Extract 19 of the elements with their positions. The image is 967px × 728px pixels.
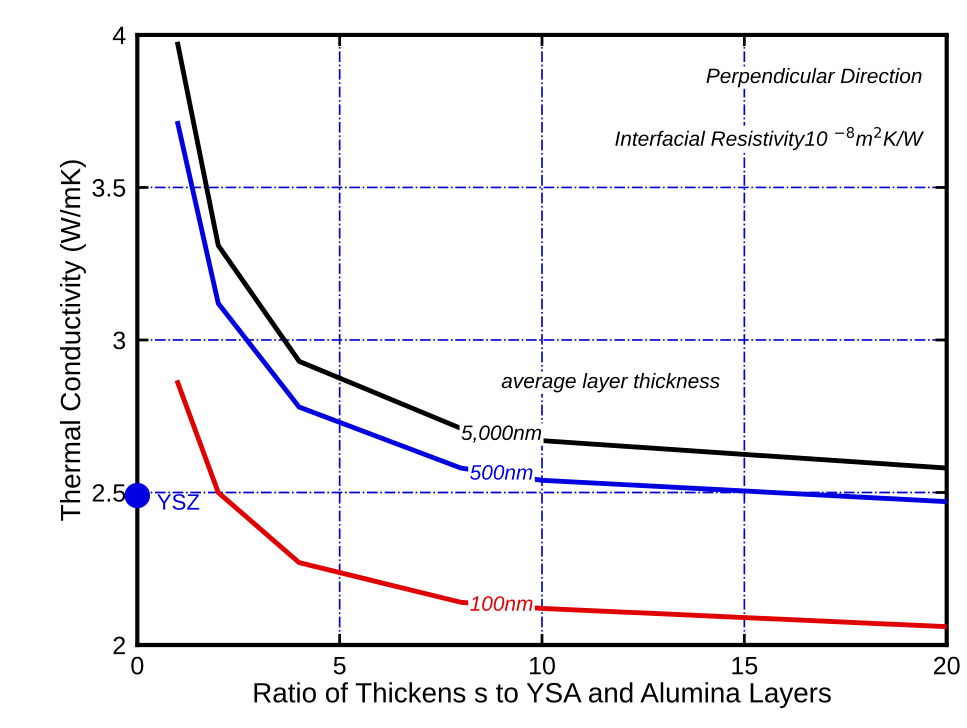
y-tick-label: 2.5 (92, 484, 126, 502)
y-tick-label: 2 (114, 636, 125, 654)
x-tick-label: 15 (732, 657, 758, 674)
annotation: Interfacial Resistivity10 $^{−8}$m$^{2}$K/W (615, 126, 924, 150)
annotation: Perpendicular Direction (706, 68, 922, 88)
x-axis-title: Ratio of Thickens s to YSA and Alumina Layers (254, 682, 831, 708)
y-axis-title: Thermal Conductivity (W/mK) (60, 160, 86, 521)
series-label: 5,000nm (461, 425, 542, 443)
y-tick-label: 3 (113, 332, 126, 350)
x-tick-label: 5 (334, 657, 346, 674)
series-label: YSZ (157, 494, 200, 510)
x-tick-label: 20 (934, 656, 960, 674)
y-tick-label: 4 (112, 26, 126, 44)
x-tick-label: 0 (131, 656, 144, 674)
x-tick-label: 10 (530, 656, 555, 674)
y-tick-label: 3.5 (92, 179, 126, 197)
annotation: average layer thickness (502, 372, 720, 392)
series-label: 100nm (470, 596, 532, 611)
series-label: 500nm (470, 465, 532, 480)
